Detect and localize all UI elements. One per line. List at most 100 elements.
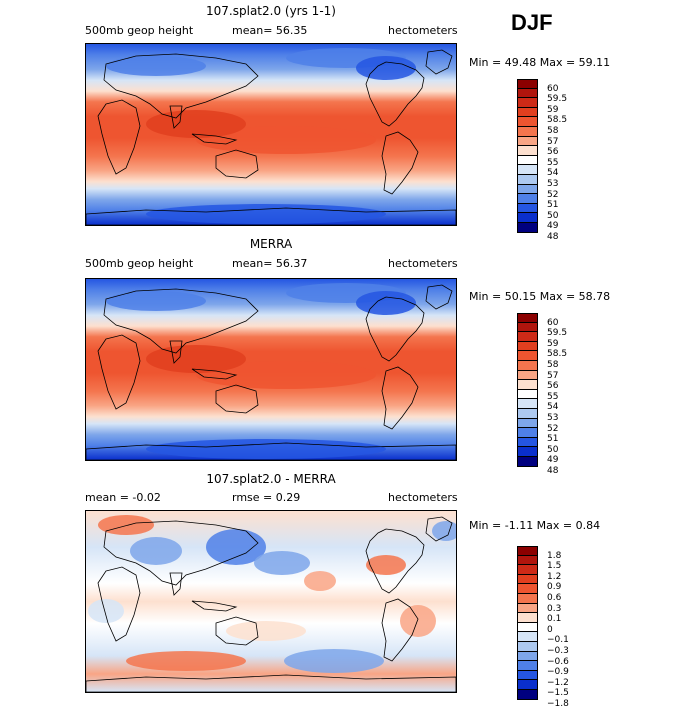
coastline: [381, 598, 419, 662]
coastline: [381, 366, 419, 430]
field-anomaly: [146, 204, 386, 224]
panel2-mean-label: mean= 56.37: [232, 257, 308, 270]
field-anomaly: [432, 521, 456, 541]
coastline: [86, 442, 456, 460]
colorbar-swatch: [517, 447, 538, 457]
colorbar-swatch: [517, 107, 538, 118]
colorbar-tick-label: 60: [547, 83, 559, 94]
coastline: [365, 528, 425, 594]
colorbar-swatch: [517, 174, 538, 185]
field-anomaly: [196, 361, 376, 389]
field-anomaly: [106, 291, 206, 311]
panel3-rmse-label: rmse = 0.29: [232, 491, 301, 504]
panel1-title: 107.splat2.0 (yrs 1-1): [206, 4, 336, 18]
colorbar-swatch: [517, 632, 538, 642]
colorbar-tick-label: 52: [547, 423, 559, 434]
colorbar-tick-label: 55: [547, 157, 559, 168]
field-anomaly: [400, 605, 436, 637]
field-anomaly: [98, 515, 154, 535]
colorbar-swatch: [517, 351, 538, 361]
colorbar-swatch: [517, 437, 538, 448]
coastline: [103, 520, 259, 586]
coastline: [191, 600, 238, 612]
field-anomaly: [226, 621, 306, 641]
panel3-mean-label: mean = -0.02: [85, 491, 161, 504]
colorbar-tick-label: 1.2: [547, 571, 562, 582]
colorbar-tick-label: 55: [547, 391, 559, 402]
panel1-minmax: Min = 49.48 Max = 59.11: [469, 56, 611, 69]
colorbar-swatch: [517, 332, 538, 342]
colorbar-tick-label: 58: [547, 126, 559, 136]
field-anomaly: [196, 126, 376, 154]
field-anomaly: [254, 551, 310, 575]
field-anomaly: [206, 529, 266, 565]
colorbar-tick-label: 48: [547, 232, 559, 242]
panel3-units-label: hectometers: [388, 491, 458, 504]
field-anomaly: [130, 537, 182, 565]
colorbar-swatch: [517, 322, 538, 333]
coastline: [215, 384, 259, 414]
colorbar-tick-label: 50: [547, 444, 559, 455]
colorbar-tick-label: 0.3: [547, 603, 562, 614]
coastline: [86, 674, 456, 692]
colorbar-tick-label: 48: [547, 466, 559, 476]
colorbar-swatch: [517, 98, 538, 108]
coastline: [381, 131, 419, 195]
panel3-minmax: Min = -1.11 Max = 0.84: [469, 519, 601, 532]
field-anomaly: [356, 56, 416, 80]
colorbar-swatch: [517, 428, 538, 438]
panel2-left-label: 500mb geop height: [85, 257, 194, 270]
colorbar-swatch: [517, 165, 538, 175]
colorbar-tick-label: 52: [547, 189, 559, 200]
panel3-title: 107.splat2.0 - MERRA: [206, 472, 336, 486]
coastline: [169, 572, 183, 596]
colorbar-swatch: [517, 370, 538, 381]
colorbar-swatch: [517, 661, 538, 671]
colorbar-swatch: [517, 689, 538, 700]
colorbar-swatch: [517, 146, 538, 156]
colorbar-tick-label: 0.6: [547, 593, 562, 603]
coastline: [365, 61, 425, 127]
colorbar-swatch: [517, 651, 538, 662]
colorbar-tick-label: 50: [547, 210, 559, 221]
panel1-left-label: 500mb geop height: [85, 24, 194, 37]
colorbar-tick-label: 49: [547, 221, 559, 232]
map-field: [86, 279, 456, 460]
field-anomaly: [126, 651, 246, 671]
field-anomaly: [304, 571, 336, 591]
colorbar-tick-label: 58.5: [547, 349, 568, 360]
colorbar-tick-label: 49: [547, 455, 559, 466]
colorbar-swatch: [517, 641, 538, 652]
colorbar-swatch: [517, 546, 538, 556]
colorbar-swatch: [517, 593, 538, 604]
colorbar-tick-label: 60: [547, 317, 559, 328]
colorbar-tick-label: 58: [547, 360, 559, 370]
colorbar-swatch: [517, 117, 538, 127]
colorbar-tick-label: 56: [547, 381, 559, 392]
colorbar-swatch: [517, 574, 538, 585]
colorbar-swatch: [517, 565, 538, 575]
colorbar-tick-label: 59: [547, 338, 559, 349]
panel1-map: [85, 43, 457, 226]
field-anomaly: [106, 56, 206, 76]
colorbar-tick-label: 59.5: [547, 328, 568, 339]
panel2-units-label: hectometers: [388, 257, 458, 270]
coastline: [103, 53, 259, 119]
coastline: [365, 296, 425, 362]
colorbar-swatch: [517, 194, 538, 204]
colorbar-tick-label: −0.1: [547, 635, 569, 646]
colorbar-swatch: [517, 360, 538, 371]
colorbar-swatch: [517, 584, 538, 594]
colorbar-swatch: [517, 680, 538, 690]
coastline: [191, 133, 238, 145]
colorbar-swatch: [517, 126, 538, 137]
colorbar-swatch: [517, 380, 538, 390]
coastline: [215, 616, 259, 646]
colorbar-swatch: [517, 136, 538, 147]
colorbar-tick-label: −1.2: [547, 677, 569, 688]
coastline: [425, 516, 453, 542]
colorbar-tick-label: 58.5: [547, 115, 568, 126]
colorbar-swatch: [517, 670, 538, 681]
colorbar-swatch: [517, 88, 538, 99]
field-anomaly: [146, 110, 246, 138]
